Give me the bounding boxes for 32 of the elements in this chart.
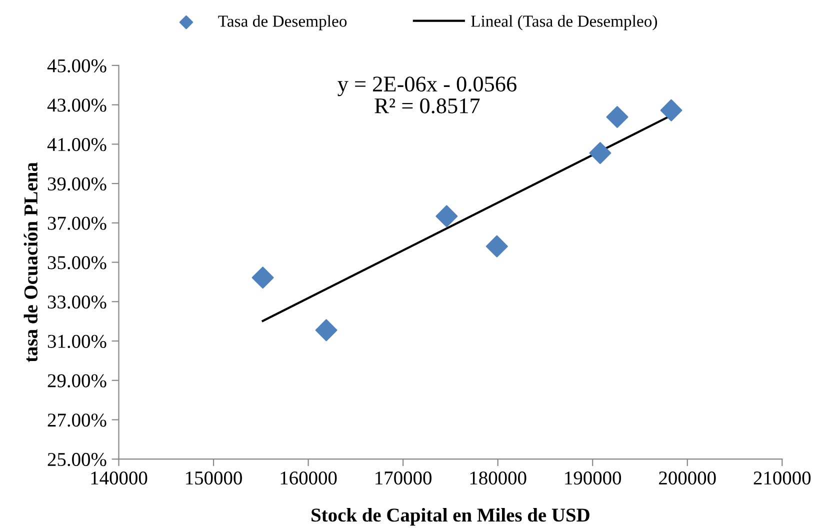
y-tick-label: 35.00% [48, 256, 106, 270]
y-tick-label: 37.00% [48, 216, 106, 230]
x-tick-label: 160000 [280, 471, 337, 485]
y-tick-label: 33.00% [48, 295, 106, 309]
y-tick-label: 43.00% [47, 98, 106, 112]
x-tick-label: 140000 [91, 471, 148, 485]
point [486, 235, 508, 258]
y-tick-label: 45.00% [47, 59, 106, 72]
point [606, 106, 628, 128]
annotation: y = 2E-06x - 0.0566 [338, 76, 516, 96]
x-tick-label: 150000 [186, 471, 242, 485]
y-tick-label: 29.00% [48, 374, 106, 388]
annotation: R² = 0.8517 [374, 98, 480, 114]
point [660, 99, 682, 122]
y-tick-label: 31.00% [48, 334, 106, 348]
y-tick-label: 25.00% [48, 452, 106, 466]
x-axis-title: Stock de Capital en Miles de USD [312, 508, 590, 526]
x-tick-label: 170000 [376, 471, 432, 485]
legend-label: Lineal (Tasa de Desempleo) [471, 15, 658, 30]
x-tick-label: 180000 [470, 471, 526, 485]
x-tick-label: 200000 [659, 471, 716, 485]
point [315, 319, 338, 342]
point [436, 205, 458, 228]
y-axis-title: tasa de Ocuación PLena [24, 162, 38, 362]
point [252, 266, 274, 289]
y-tick-label: 41.00% [47, 138, 106, 152]
point [589, 142, 612, 164]
legend-label: Tasa de Desempleo [218, 15, 347, 30]
y-tick-label: 27.00% [48, 414, 106, 427]
x-tick-label: 210000 [754, 471, 811, 485]
y-tick-label: 39.00% [48, 177, 106, 191]
x-tick-label: 190000 [565, 471, 622, 485]
